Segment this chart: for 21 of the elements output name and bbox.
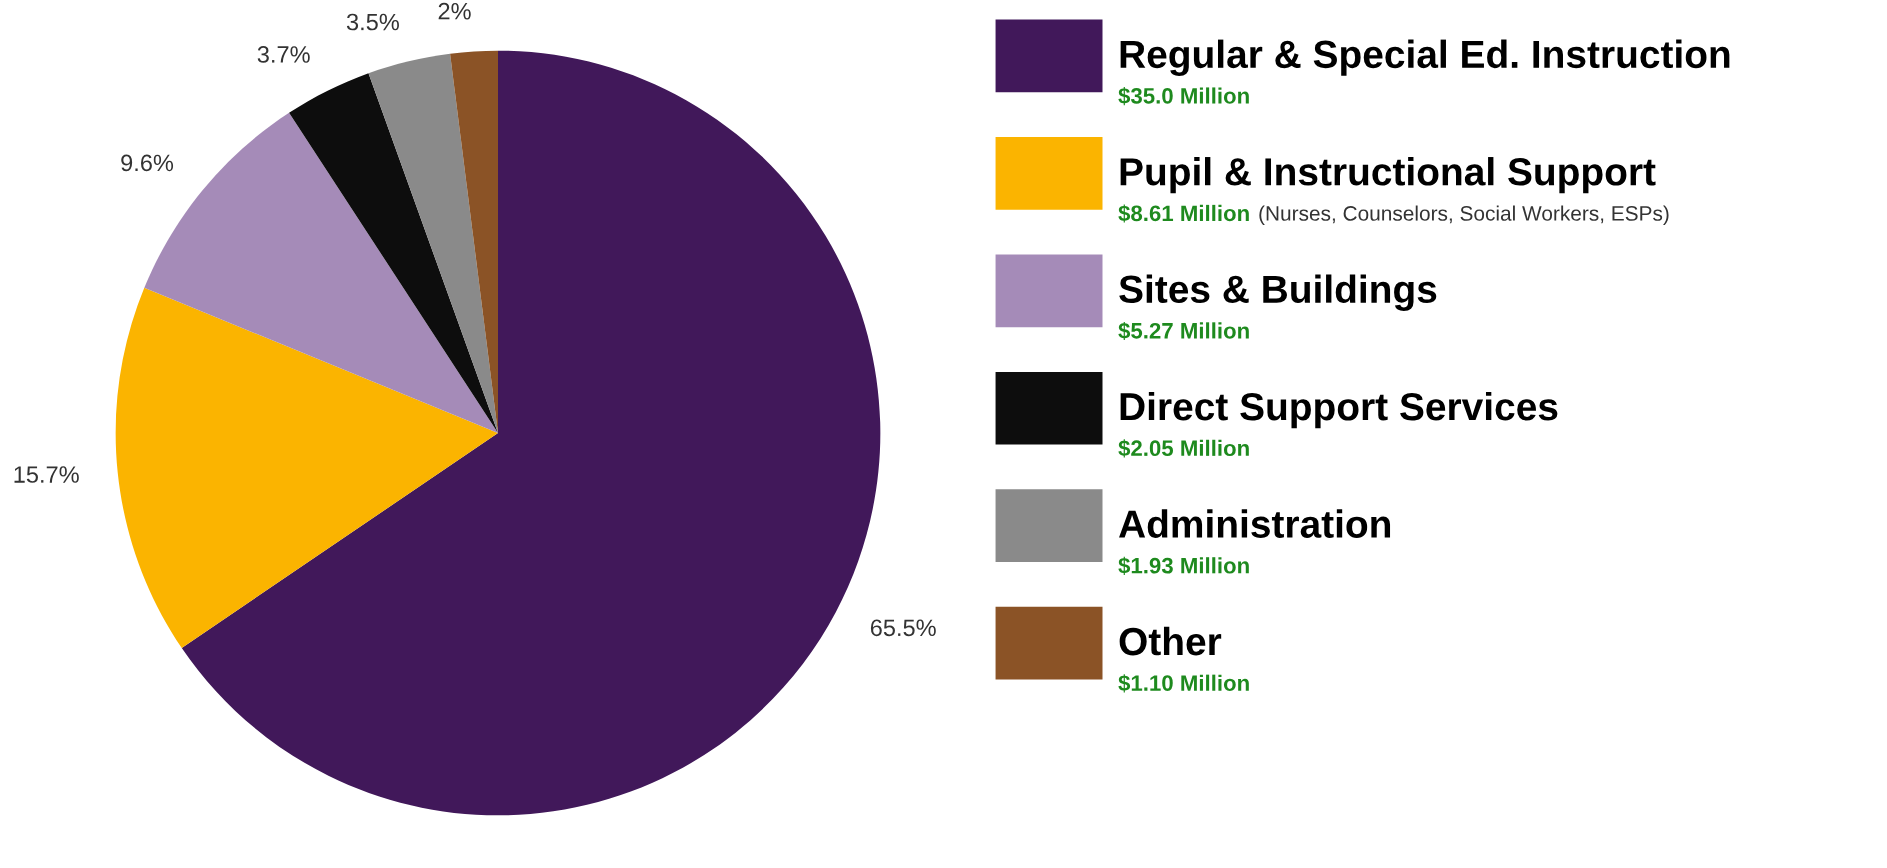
legend-label: Pupil & Instructional Support bbox=[1120, 157, 1656, 194]
data-label: 3.7% bbox=[257, 46, 310, 63]
text: $2.05 Million bbox=[1118, 439, 1249, 458]
legend-label: Regular & Special Ed. Instruction bbox=[1120, 39, 1730, 77]
text: $1.93 Million bbox=[1118, 556, 1249, 575]
legend-label: Other bbox=[1119, 626, 1222, 656]
text: $5.27 Million bbox=[1118, 321, 1249, 341]
text: $1.10 Million bbox=[1118, 674, 1249, 693]
data-label: 65.5% bbox=[870, 619, 936, 637]
data-label: 3.5% bbox=[346, 13, 399, 31]
legend-label: Sites & Buildings bbox=[1119, 274, 1437, 311]
data-label: 9.6% bbox=[121, 154, 174, 172]
text: $35.0 Million bbox=[1118, 87, 1249, 106]
data-label: 15.7% bbox=[14, 466, 79, 483]
text: $8.61 Million (Nurses, Counselors, Social Workers, ESPs) bbox=[1118, 204, 1669, 225]
legend-label: Administration bbox=[1119, 509, 1391, 538]
legend-label: Direct Support Services bbox=[1120, 391, 1558, 429]
pie-slice bbox=[289, 73, 498, 433]
data-label: 2% bbox=[438, 2, 471, 20]
pie-slice bbox=[115, 287, 498, 648]
pie-slice bbox=[368, 53, 498, 433]
